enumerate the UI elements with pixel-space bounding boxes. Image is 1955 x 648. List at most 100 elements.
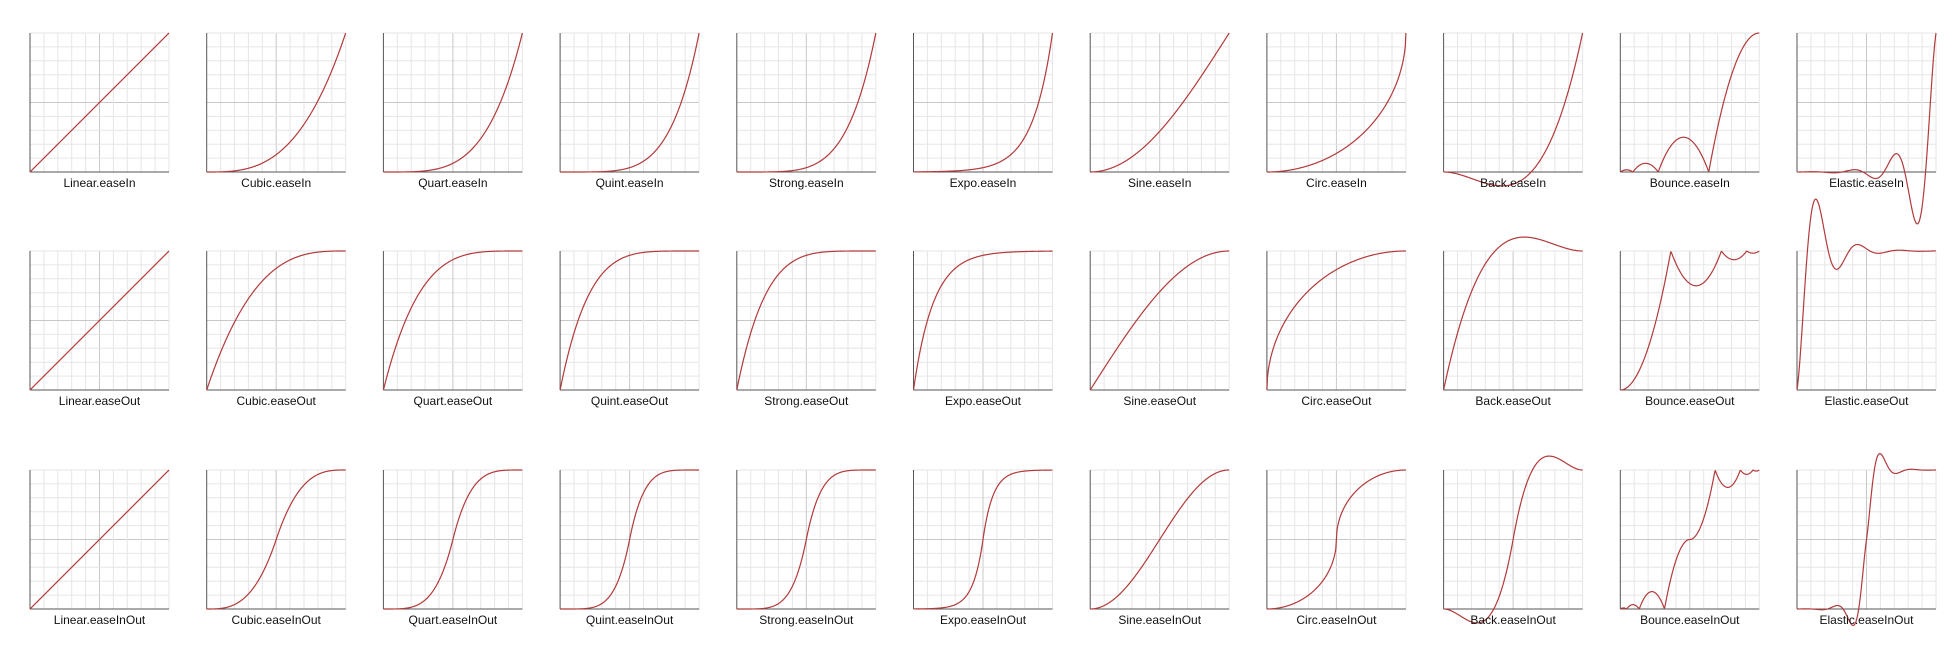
chart-label-quint-easeout: Quint.easeOut xyxy=(591,394,669,408)
curve-back-easeinout xyxy=(1443,455,1583,624)
chart-label-quart-easein: Quart.easeIn xyxy=(418,176,487,190)
chart-label-circ-easeinout: Circ.easeInOut xyxy=(1296,613,1377,627)
chart-expo-easein: Expo.easeIn xyxy=(913,32,1054,190)
grid-quart-easein xyxy=(383,32,523,172)
chart-elastic-easeinout: Elastic.easeInOut xyxy=(1796,452,1937,627)
chart-strong-easein: Strong.easeIn xyxy=(736,32,877,190)
chart-label-strong-easeinout: Strong.easeInOut xyxy=(759,613,854,627)
curve-quint-easeout xyxy=(559,250,700,391)
chart-label-circ-easein: Circ.easeIn xyxy=(1306,176,1367,190)
chart-elastic-easeout: Elastic.easeOut xyxy=(1796,198,1937,408)
chart-cubic-easein: Cubic.easeIn xyxy=(206,32,347,190)
chart-circ-easein: Circ.easeIn xyxy=(1266,32,1407,190)
chart-linear-easein: Linear.easeIn xyxy=(29,32,170,190)
grid-elastic-easein xyxy=(1797,32,1937,172)
chart-label-elastic-easeout: Elastic.easeOut xyxy=(1824,394,1909,408)
grid-quart-easeinout xyxy=(383,469,523,609)
curve-back-easein xyxy=(1443,32,1584,187)
chart-cubic-easeinout: Cubic.easeInOut xyxy=(206,469,347,627)
grid-cubic-easeout xyxy=(206,250,347,390)
curve-sine-easeout xyxy=(1089,250,1230,391)
grid-bounce-easeinout xyxy=(1620,469,1760,609)
curve-circ-easeout xyxy=(1266,250,1406,391)
grid-expo-easeout xyxy=(913,250,1053,390)
grid-sine-easeout xyxy=(1090,250,1230,390)
curve-circ-easeinout xyxy=(1266,469,1406,610)
grid-bounce-easeout xyxy=(1620,250,1760,390)
chart-label-elastic-easeinout: Elastic.easeInOut xyxy=(1819,613,1914,627)
chart-strong-easeinout: Strong.easeInOut xyxy=(736,469,877,627)
chart-label-expo-easeinout: Expo.easeInOut xyxy=(940,613,1027,627)
chart-label-expo-easein: Expo.easeIn xyxy=(950,176,1017,190)
grid-expo-easein xyxy=(913,32,1053,172)
chart-back-easeout: Back.easeOut xyxy=(1443,236,1584,408)
chart-label-sine-easein: Sine.easeIn xyxy=(1128,176,1191,190)
grid-elastic-easeinout xyxy=(1797,469,1937,609)
grid-strong-easeout xyxy=(736,250,877,390)
curve-cubic-easein xyxy=(206,32,347,173)
chart-circ-easeinout: Circ.easeInOut xyxy=(1266,469,1407,627)
chart-expo-easeinout: Expo.easeInOut xyxy=(913,469,1053,627)
chart-circ-easeout: Circ.easeOut xyxy=(1266,250,1407,408)
curve-sine-easeinout xyxy=(1090,469,1230,610)
curve-quint-easein xyxy=(560,32,700,173)
curve-linear-easeinout xyxy=(29,469,170,610)
chart-label-linear-easein: Linear.easeIn xyxy=(63,176,135,190)
curve-strong-easeout xyxy=(736,250,876,391)
chart-label-back-easeout: Back.easeOut xyxy=(1475,394,1551,408)
chart-label-quint-easein: Quint.easeIn xyxy=(596,176,664,190)
chart-linear-easeout: Linear.easeOut xyxy=(29,250,170,408)
chart-label-cubic-easeout: Cubic.easeOut xyxy=(237,394,317,408)
chart-label-bounce-easeout: Bounce.easeOut xyxy=(1645,394,1735,408)
curve-elastic-easein xyxy=(1796,32,1937,225)
chart-back-easeinout: Back.easeInOut xyxy=(1443,455,1584,627)
grid-back-easein xyxy=(1443,32,1584,172)
grid-cubic-easein xyxy=(206,32,347,172)
curve-circ-easein xyxy=(1266,32,1407,173)
chart-label-bounce-easeinout: Bounce.easeInOut xyxy=(1640,613,1740,627)
curve-linear-easein xyxy=(29,32,170,173)
curve-linear-easeout xyxy=(29,250,170,391)
chart-label-sine-easeout: Sine.easeOut xyxy=(1123,394,1196,408)
curve-strong-easein xyxy=(736,32,877,173)
grid-bounce-easein xyxy=(1620,32,1760,172)
chart-label-linear-easeinout: Linear.easeInOut xyxy=(54,613,146,627)
grid-elastic-easeout xyxy=(1797,250,1937,390)
chart-quart-easeinout: Quart.easeInOut xyxy=(382,469,523,627)
grid-linear-easeinout xyxy=(30,469,170,609)
grid-sine-easeinout xyxy=(1090,469,1230,609)
curve-back-easeout xyxy=(1443,236,1583,391)
curve-bounce-easeinout xyxy=(1619,469,1760,610)
curve-elastic-easeout xyxy=(1796,198,1937,391)
chart-label-back-easeinout: Back.easeInOut xyxy=(1470,613,1556,627)
grid-circ-easein xyxy=(1266,32,1407,172)
curve-sine-easein xyxy=(1090,32,1230,173)
grid-circ-easeinout xyxy=(1266,469,1407,609)
chart-bounce-easein: Bounce.easeIn xyxy=(1619,32,1760,190)
chart-sine-easeinout: Sine.easeInOut xyxy=(1089,469,1230,627)
grid-sine-easein xyxy=(1090,32,1230,172)
grid-strong-easeinout xyxy=(736,469,877,609)
grid-quart-easeout xyxy=(383,250,523,390)
chart-label-cubic-easein: Cubic.easeIn xyxy=(241,176,311,190)
curve-cubic-easeout xyxy=(206,250,346,391)
chart-label-quint-easeinout: Quint.easeInOut xyxy=(586,613,674,627)
chart-cubic-easeout: Cubic.easeOut xyxy=(206,250,347,408)
grid-linear-easein xyxy=(30,32,170,172)
chart-quart-easeout: Quart.easeOut xyxy=(382,250,523,408)
curve-expo-easein xyxy=(913,32,1054,173)
grid-circ-easeout xyxy=(1266,250,1407,390)
chart-sine-easeout: Sine.easeOut xyxy=(1089,250,1230,408)
curve-quart-easein xyxy=(383,32,523,173)
grid-cubic-easeinout xyxy=(206,469,347,609)
chart-label-strong-easeout: Strong.easeOut xyxy=(764,394,849,408)
grid-quint-easeout xyxy=(560,250,700,390)
chart-quint-easein: Quint.easeIn xyxy=(559,32,700,190)
chart-label-quart-easeinout: Quart.easeInOut xyxy=(409,613,498,627)
chart-label-elastic-easein: Elastic.easeIn xyxy=(1829,176,1904,190)
grid-linear-easeout xyxy=(30,250,170,390)
chart-label-cubic-easeinout: Cubic.easeInOut xyxy=(232,613,322,627)
curve-expo-easeout xyxy=(912,250,1053,391)
curve-quart-easeout xyxy=(382,250,523,391)
